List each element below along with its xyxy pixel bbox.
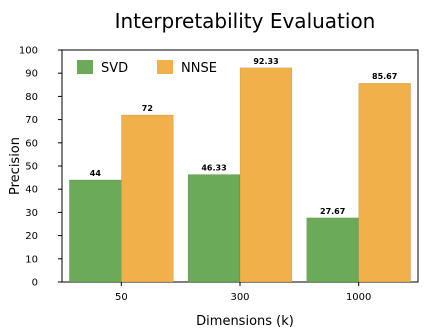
bar-svd-50 xyxy=(69,179,122,283)
bar-nnse-50 xyxy=(121,114,174,283)
bar-svd-1000 xyxy=(306,217,359,283)
y-tick-label: 30 xyxy=(25,208,38,219)
legend-label-svd: SVD xyxy=(101,61,128,76)
x-axis-title: Dimensions (k) xyxy=(196,314,294,329)
bar-nnse-300 xyxy=(239,67,293,283)
data-label-svd-50: 44 xyxy=(90,169,102,178)
data-label-svd-1000: 27.67 xyxy=(320,207,345,216)
y-tick-label: 20 xyxy=(25,231,38,242)
y-tick-label: 80 xyxy=(25,92,38,103)
y-tick-label: 100 xyxy=(19,46,38,57)
data-label-nnse-1000: 85.67 xyxy=(372,72,397,81)
legend-swatch-svd xyxy=(77,60,93,74)
x-tick-label: 300 xyxy=(230,292,249,303)
legend-swatch-nnse xyxy=(157,60,173,74)
y-tick-label: 90 xyxy=(25,69,38,80)
y-axis-title: Precision xyxy=(8,137,23,195)
y-tick-label: 40 xyxy=(25,185,38,196)
x-tick-label: 1000 xyxy=(346,292,371,303)
y-tick-label: 60 xyxy=(25,138,38,149)
y-tick-label: 0 xyxy=(32,278,38,289)
bar-svd-300 xyxy=(187,174,241,283)
data-label-svd-300: 46.33 xyxy=(201,164,226,173)
bar-nnse-1000 xyxy=(358,82,411,283)
legend: SVD NNSE xyxy=(77,60,217,76)
data-label-nnse-50: 72 xyxy=(142,104,153,113)
chart-title: Interpretability Evaluation xyxy=(115,9,376,33)
plot-area: 0 10 20 30 40 50 60 70 80 90 100 50 44 72 300 46.33 92.3… xyxy=(19,46,419,303)
x-tick-label: 50 xyxy=(115,292,128,303)
y-tick-label: 50 xyxy=(25,162,38,173)
y-tick-label: 10 xyxy=(25,254,38,265)
data-label-nnse-300: 92.33 xyxy=(253,57,278,66)
y-tick-label: 70 xyxy=(25,115,38,126)
legend-label-nnse: NNSE xyxy=(181,61,217,76)
